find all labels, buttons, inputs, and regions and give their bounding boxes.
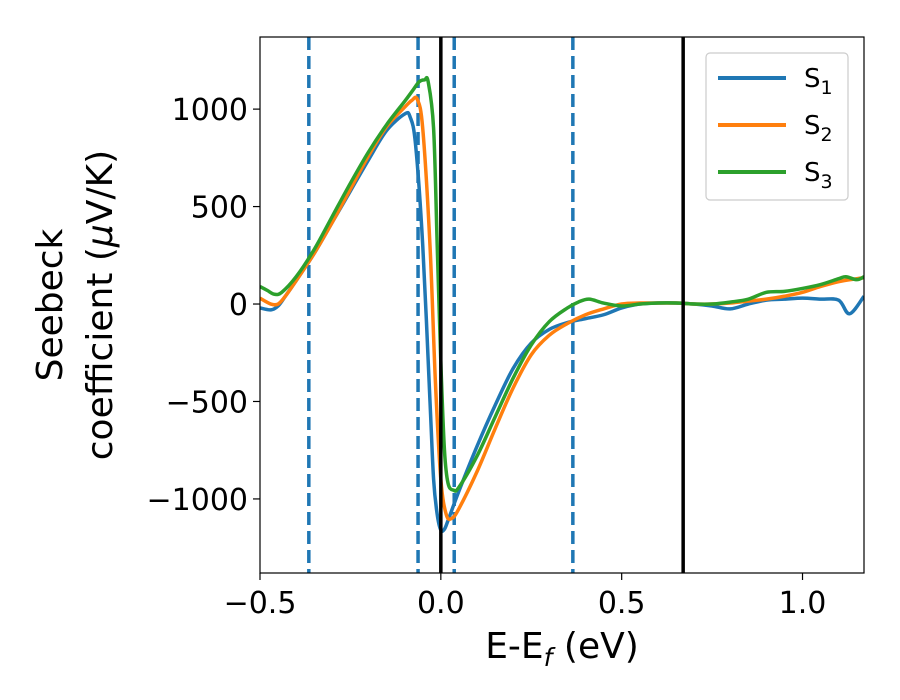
legend-label-s2: S2 xyxy=(804,111,833,146)
legend-label-s1: S1 xyxy=(804,64,833,99)
y-tick-label-0: −1000 xyxy=(147,483,248,518)
y-tick-label-1: −500 xyxy=(166,385,248,420)
y-tick-label-3: 500 xyxy=(191,191,248,226)
x-tick-label-2: 0.5 xyxy=(598,586,646,621)
y-axis-ticks: −1000 −500 0 500 1000 xyxy=(147,93,260,518)
x-axis-label-main: E-E xyxy=(485,626,543,667)
x-axis-label: E-Ef (eV) xyxy=(485,626,639,672)
x-tick-label-0: −0.5 xyxy=(224,586,297,621)
plot-frame xyxy=(259,36,865,574)
y-axis-label-line1: Seebeck xyxy=(30,228,71,381)
series-line-s3 xyxy=(260,75,864,493)
legend-label-s3: S3 xyxy=(804,158,833,193)
y-axis-label-suffix: V/K) xyxy=(80,150,121,224)
y-tick-label-4: 1000 xyxy=(172,93,248,128)
series-lines xyxy=(260,37,864,573)
x-tick-label-1: 0.0 xyxy=(417,586,465,621)
y-axis-label-mu: μ xyxy=(80,224,121,248)
y-tick-label-2: 0 xyxy=(229,288,248,323)
y-axis-label-prefix: coefficient ( xyxy=(80,247,121,460)
x-axis-ticks: −0.5 0.0 0.5 1.0 xyxy=(224,573,827,621)
x-axis-label-tail: (eV) xyxy=(552,626,638,667)
x-tick-label-3: 1.0 xyxy=(779,586,827,621)
y-axis-label-line2: coefficient (μV/K) xyxy=(80,150,121,460)
legend: S1 S2 S3 xyxy=(705,52,849,201)
